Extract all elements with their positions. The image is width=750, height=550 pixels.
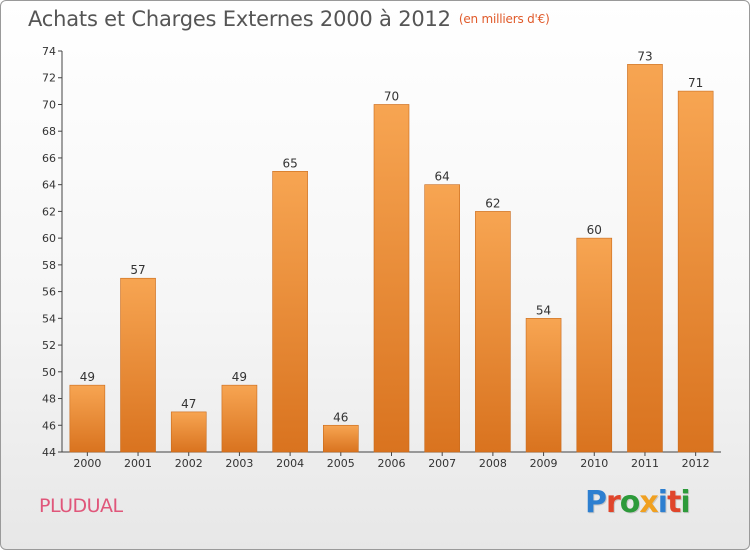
bar-chart: 44 46 48 50 52 54 56 58 60 62 64 66 68 70 72 74 2000 2001… bbox=[42, 45, 721, 470]
x-tick-label: 2009 bbox=[530, 457, 558, 470]
data-label: 60 bbox=[587, 223, 602, 237]
x-tick-label: 2002 bbox=[175, 457, 203, 470]
data-label: 62 bbox=[485, 196, 500, 210]
y-tick-label: 64 bbox=[42, 179, 56, 192]
y-tick-label: 48 bbox=[42, 393, 56, 406]
bar bbox=[373, 104, 410, 453]
proxiti-logo[interactable]: Proxiti bbox=[585, 485, 691, 520]
data-label: 57 bbox=[130, 263, 145, 277]
bar bbox=[424, 184, 460, 453]
y-tick-label: 52 bbox=[42, 339, 56, 352]
x-tick-label: 2004 bbox=[276, 457, 304, 470]
logo-letter: x bbox=[639, 485, 658, 520]
bar bbox=[272, 171, 308, 453]
bar bbox=[170, 411, 207, 453]
x-tick-label: 2000 bbox=[73, 457, 101, 470]
y-tick-label: 58 bbox=[42, 259, 56, 272]
y-tick-label: 60 bbox=[42, 232, 56, 245]
x-tick-label: 2008 bbox=[479, 457, 507, 470]
data-label: 49 bbox=[80, 370, 95, 384]
x-tick-label: 2001 bbox=[124, 457, 152, 470]
data-label: 71 bbox=[688, 76, 703, 90]
y-tick-label: 50 bbox=[42, 366, 56, 379]
logo-letter: i bbox=[657, 485, 668, 520]
x-tick-label: 2005 bbox=[327, 457, 355, 470]
x-tick-label: 2012 bbox=[682, 457, 710, 470]
bar bbox=[475, 211, 511, 453]
data-label: 64 bbox=[435, 170, 450, 184]
data-label: 70 bbox=[384, 89, 399, 103]
chart-axes: 44 46 48 50 52 54 56 58 60 62 64 66 68 70 72 74 2000 2001… bbox=[42, 45, 721, 470]
chart-data-labels: 49 57 47 49 65 46 70 64 62 54 60 73 71 bbox=[80, 49, 704, 424]
y-tick-label: 66 bbox=[42, 152, 56, 165]
y-tick-label: 56 bbox=[42, 286, 56, 299]
x-tick-label: 2011 bbox=[631, 457, 659, 470]
bar bbox=[69, 384, 106, 453]
x-tick-label: 2007 bbox=[428, 457, 456, 470]
data-label: 46 bbox=[333, 410, 348, 424]
logo-letter: i bbox=[680, 485, 690, 520]
x-tick-label: 2006 bbox=[378, 457, 406, 470]
data-label: 47 bbox=[181, 397, 196, 411]
y-tick-label: 44 bbox=[42, 446, 56, 459]
data-label: 49 bbox=[232, 370, 247, 384]
data-label: 65 bbox=[282, 156, 297, 170]
bar bbox=[525, 318, 562, 453]
logo-letter: t bbox=[667, 485, 681, 520]
logo-letter: P bbox=[585, 485, 607, 520]
bar bbox=[323, 424, 359, 453]
y-tick-label: 68 bbox=[42, 125, 56, 138]
logo-letter: r bbox=[606, 485, 621, 520]
chart-title-text: Achats et Charges Externes 2000 à 2012 bbox=[28, 7, 451, 31]
bar bbox=[120, 277, 156, 453]
bar bbox=[221, 384, 258, 453]
commune-name: PLUDUAL bbox=[39, 495, 123, 517]
y-tick-label: 70 bbox=[42, 98, 56, 111]
data-label: 54 bbox=[536, 303, 551, 317]
x-tick-label: 2003 bbox=[225, 457, 253, 470]
y-tick-label: 54 bbox=[42, 312, 56, 325]
logo-letter: o bbox=[619, 485, 641, 520]
data-label: 73 bbox=[637, 49, 652, 63]
y-tick-label: 46 bbox=[42, 419, 56, 432]
y-tick-label: 74 bbox=[42, 45, 56, 58]
chart-bars bbox=[69, 64, 714, 453]
y-tick-label: 62 bbox=[42, 205, 56, 218]
y-tick-label: 72 bbox=[42, 72, 56, 85]
bar bbox=[627, 64, 663, 453]
bar bbox=[576, 237, 613, 453]
bar bbox=[677, 90, 714, 453]
chart-title: Achats et Charges Externes 2000 à 2012 (e… bbox=[28, 7, 550, 31]
chart-subtitle: (en milliers d'€) bbox=[458, 12, 550, 26]
x-tick-label: 2010 bbox=[580, 457, 608, 470]
